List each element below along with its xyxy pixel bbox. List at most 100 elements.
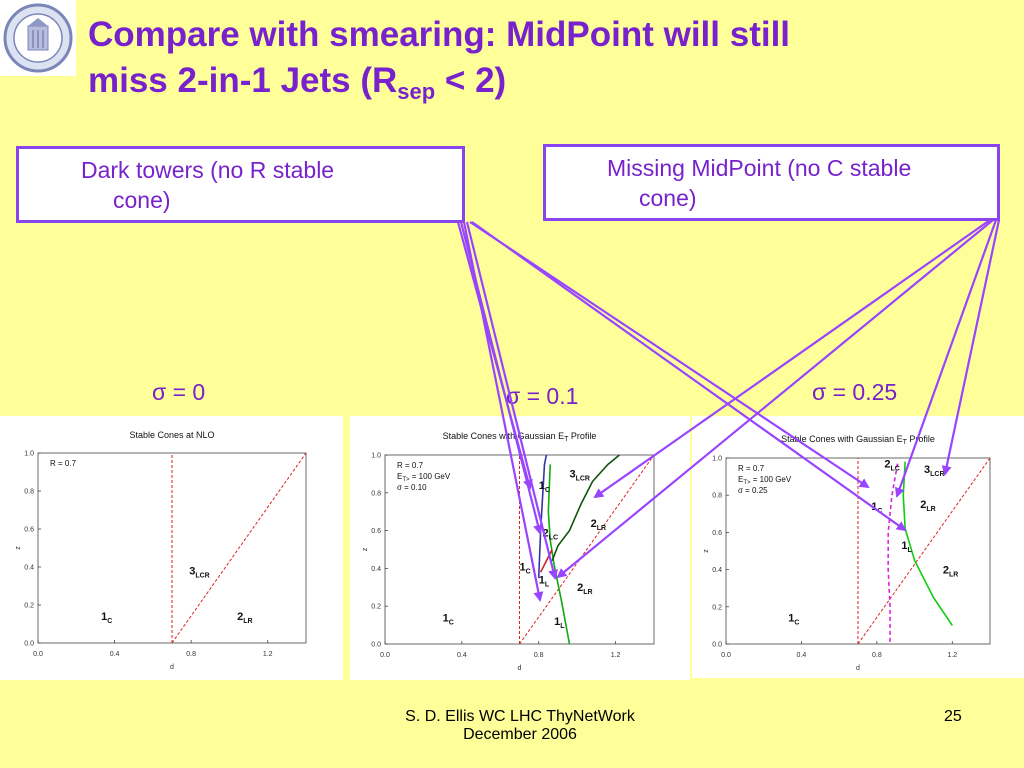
region-label: 1L (539, 575, 550, 589)
region-label-sub: C (877, 508, 882, 515)
y-axis-label: z (703, 549, 710, 553)
page-number: 25 (944, 708, 962, 725)
x-tick-label: 0.8 (186, 651, 196, 658)
y-axis-label: z (15, 546, 22, 550)
slide-title: Compare with smearing: MidPoint will sti… (88, 12, 968, 115)
missing-midpoint-box: Missing MidPoint (no C stable cone) (543, 144, 1000, 221)
x-tick-label: 0.8 (872, 652, 882, 659)
plot-panel-sigma-0-25: Stable Cones with Gaussian ET Profile 0.0… (692, 416, 1024, 678)
chart-title: Stable Cones with Gaussian ET Profile (443, 431, 597, 443)
stable-cones-chart-sigma-0: Stable Cones at NLO 0.0 0.4 0.8 1.2 0.0 0.2 0.4… (15, 430, 307, 671)
region-label-sub: LCR (195, 573, 209, 580)
y-tick-label: 0.6 (24, 527, 34, 534)
region-label-sub: LR (949, 571, 958, 578)
region-label: 3LCR (924, 464, 945, 478)
region-label: 1L (901, 540, 912, 554)
region-label-sub: LC (891, 465, 900, 472)
dark-towers-box: Dark towers (no R stable cone) (16, 146, 465, 223)
university-seal-logo (0, 0, 76, 76)
cone-curve-2 (902, 461, 953, 626)
cone-curve-4 (537, 454, 548, 578)
y-axis-label: z (362, 547, 369, 551)
region-label: 2LR (943, 564, 958, 578)
chart-title-end: Profile (907, 434, 935, 444)
region-label: 1C (539, 480, 550, 494)
diagonal-boundary-line (857, 457, 991, 645)
y-tick-label: 1.0 (24, 451, 34, 458)
x-tick-label: 0.4 (457, 652, 467, 659)
y-tick-label: 0.2 (371, 604, 381, 611)
region-label-sub: C (794, 620, 799, 627)
y-tick-label: 0.0 (371, 642, 381, 649)
chart-param: R = 0.7 (738, 464, 765, 473)
x-axis-label: d (170, 664, 174, 671)
y-tick-label: 0.4 (712, 567, 722, 574)
diagonal-boundary-line (171, 452, 307, 644)
x-tick-label: 0.8 (534, 652, 544, 659)
y-tick-label: 0.8 (712, 493, 722, 500)
footer-line-1: S. D. Ellis WC LHC ThyNetWork (405, 708, 635, 725)
x-tick-label: 0.0 (721, 652, 731, 659)
cone-curve-5 (539, 549, 553, 573)
region-label-sub: LR (583, 589, 592, 596)
chart-param: R = 0.7 (50, 459, 77, 468)
region-label-sub: L (560, 623, 565, 630)
stable-cones-chart-sigma-0-25: Stable Cones with Gaussian ET Profile 0.0… (703, 434, 991, 672)
sigma-label-0: σ = 0 (152, 379, 206, 405)
region-label-sub: C (449, 619, 454, 626)
footer-line-2: December 2006 (463, 726, 577, 743)
stable-cones-chart-sigma-0-1: Stable Cones with Gaussian ET Profile 0.0… (362, 431, 655, 672)
plot-panel-sigma-0-1: Stable Cones with Gaussian ET Profile 0.0… (350, 416, 690, 680)
x-tick-label: 0.0 (380, 652, 390, 659)
y-tick-label: 0.8 (24, 489, 34, 496)
y-tick-label: 1.0 (371, 453, 381, 460)
region-label-sub: C (545, 487, 550, 494)
chart-param: σ = 0.10 (397, 483, 427, 492)
chart-title: Stable Cones with Gaussian ET Profile (781, 434, 935, 446)
plot-panel-sigma-0: Stable Cones at NLO 0.0 0.4 0.8 1.2 0.0 0.2 0.4… (0, 416, 343, 680)
region-label: 1C (788, 613, 799, 627)
region-label-sub: LR (243, 618, 252, 625)
region-label: 3LCR (189, 566, 210, 580)
missing-midpoint-line-2: cone) (639, 185, 697, 211)
dark-towers-line-2: cone) (113, 187, 171, 213)
title-line-1: Compare with smearing: MidPoint will sti… (88, 15, 791, 54)
x-tick-label: 0.0 (33, 651, 43, 658)
region-label-sub: L (545, 582, 550, 589)
chart-param: ET> = 100 GeV (397, 472, 451, 483)
cone-curve-3 (887, 463, 899, 644)
region-label-sub: LC (549, 534, 558, 541)
missing-midpoint-line-1: Missing MidPoint (no C stable (607, 155, 912, 181)
footer: S. D. Ellis WC LHC ThyNetWork December 2… (330, 708, 710, 744)
y-tick-label: 1.0 (712, 456, 722, 463)
title-line-2: miss 2-in-1 Jets (R (88, 61, 398, 100)
region-label: 2LR (920, 499, 935, 513)
y-tick-label: 0.6 (712, 530, 722, 537)
region-label: 1C (520, 561, 531, 575)
chart-param: ET> = 100 GeV (738, 475, 792, 486)
x-tick-label: 1.2 (263, 651, 273, 658)
chart-param: R = 0.7 (397, 461, 424, 470)
y-tick-label: 0.2 (712, 604, 722, 611)
y-tick-label: 0.8 (371, 490, 381, 497)
param-sub: T> (402, 477, 410, 483)
x-tick-label: 0.4 (797, 652, 807, 659)
chart-title-end: Profile (568, 431, 596, 441)
title-end: < 2) (435, 61, 507, 100)
x-tick-label: 1.2 (947, 652, 957, 659)
region-label: 2LR (577, 582, 592, 596)
y-tick-label: 0.4 (371, 566, 381, 573)
x-tick-label: 0.4 (110, 651, 120, 658)
chart-title: Stable Cones at NLO (129, 430, 214, 440)
region-label-sub: LCR (576, 476, 590, 483)
y-tick-label: 0.4 (24, 565, 34, 572)
x-tick-label: 1.2 (611, 652, 621, 659)
dark-towers-line-1: Dark towers (no R stable (81, 157, 335, 183)
region-label: 2LC (884, 458, 899, 472)
region-label-sub: LCR (930, 471, 944, 478)
chart-param: σ = 0.25 (738, 486, 768, 495)
region-label-sub: L (907, 547, 912, 554)
y-tick-label: 0.2 (24, 603, 34, 610)
y-tick-label: 0.0 (712, 642, 722, 649)
